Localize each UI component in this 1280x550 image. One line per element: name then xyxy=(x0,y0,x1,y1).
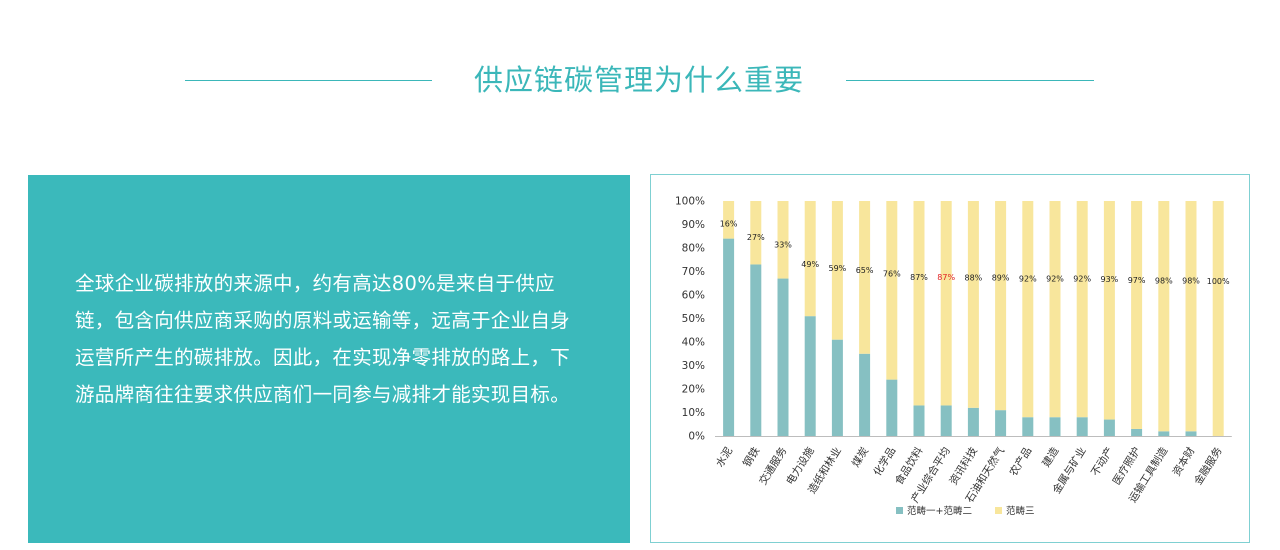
bar-scope12 xyxy=(750,264,762,436)
bar-scope3 xyxy=(1076,201,1088,418)
x-tick-label: 煤炭 xyxy=(849,444,871,469)
bar-scope3 xyxy=(723,201,735,239)
y-tick-label: 20% xyxy=(682,384,705,396)
info-paragraph: 全球企业碳排放的来源中，约有高达80%是来自于供应链，包含向供应商采购的原料或运… xyxy=(75,272,571,406)
y-tick-label: 60% xyxy=(682,290,705,302)
data-label: 49% xyxy=(801,260,819,269)
stacked-bar-chart: 0% 10% 20% 30% 40% 50% 60% 70% 80% 90% 100% 16% 水泥 27… xyxy=(675,196,1232,517)
bar-scope12 xyxy=(1185,431,1197,436)
bar-scope12 xyxy=(1103,419,1115,436)
bar-scope12 xyxy=(886,379,898,436)
bar-scope3 xyxy=(777,201,789,279)
data-label: 88% xyxy=(965,273,983,282)
data-label: 16% xyxy=(720,220,738,229)
legend-swatch xyxy=(995,507,1002,514)
bar-scope12 xyxy=(831,339,843,436)
data-label: 87% xyxy=(937,273,955,282)
bar-scope12 xyxy=(777,278,789,436)
legend-label: 范畴三 xyxy=(1006,505,1035,517)
x-tick-label: 化学品 xyxy=(871,445,899,479)
x-tick-label: 建造 xyxy=(1039,444,1061,469)
bar-scope12 xyxy=(940,405,952,436)
data-label: 92% xyxy=(1046,275,1064,284)
bar-scope3 xyxy=(804,201,816,317)
section-header: 供应链碳管理为什么重要 xyxy=(0,58,1280,102)
bar-scope12 xyxy=(859,353,871,436)
bar-scope12 xyxy=(1076,417,1088,436)
data-label: 76% xyxy=(883,269,901,278)
data-label: 93% xyxy=(1101,275,1119,284)
data-label: 27% xyxy=(747,233,765,242)
data-label: 92% xyxy=(1019,275,1037,284)
bar-scope3 xyxy=(1185,201,1197,432)
bar-scope12 xyxy=(1022,417,1034,436)
data-label: 98% xyxy=(1155,277,1173,286)
bar-scope3 xyxy=(859,201,871,354)
data-label: 97% xyxy=(1128,276,1146,285)
y-tick-label: 70% xyxy=(682,266,705,278)
x-tick-label: 金融服务 xyxy=(1191,444,1225,487)
y-tick-label: 50% xyxy=(682,313,705,325)
data-label: 92% xyxy=(1073,275,1091,284)
y-tick-label: 40% xyxy=(682,337,705,349)
x-tick-label: 不动产 xyxy=(1088,445,1116,479)
bar-scope3 xyxy=(1022,201,1034,418)
y-tick-label: 80% xyxy=(682,243,705,255)
legend-label: 范畴一+范畴二 xyxy=(907,505,972,517)
bar-scope12 xyxy=(1131,428,1143,436)
data-label: 89% xyxy=(992,274,1010,283)
bar-scope3 xyxy=(886,201,898,380)
data-label: 65% xyxy=(856,266,874,275)
data-label: 98% xyxy=(1182,277,1200,286)
y-tick-label: 10% xyxy=(682,407,705,419)
bar-scope3 xyxy=(1158,201,1170,432)
title-divider-left xyxy=(185,80,432,81)
bar-scope12 xyxy=(1049,417,1061,436)
bar-scope3 xyxy=(995,201,1007,411)
y-tick-label: 30% xyxy=(682,360,705,372)
y-tick-label: 100% xyxy=(675,196,705,208)
x-tick-label: 资本财 xyxy=(1170,445,1198,479)
data-label: 59% xyxy=(829,264,847,273)
bar-scope12 xyxy=(995,410,1007,436)
y-tick-label: 90% xyxy=(682,219,705,231)
bar-scope3 xyxy=(1103,201,1115,420)
x-tick-label: 水泥 xyxy=(713,444,735,469)
bar-scope12 xyxy=(804,316,816,436)
bar-scope12 xyxy=(967,407,979,436)
bar-scope3 xyxy=(967,201,979,408)
bar-scope3 xyxy=(913,201,925,406)
bar-scope3 xyxy=(1212,201,1224,436)
data-label: 100% xyxy=(1207,277,1230,286)
title-divider-right xyxy=(846,80,1094,81)
section-title: 供应链碳管理为什么重要 xyxy=(473,63,804,97)
x-tick-label: 农产品 xyxy=(1007,445,1035,479)
bar-scope3 xyxy=(1049,201,1061,418)
data-label: 33% xyxy=(774,240,792,249)
chart-container: 0% 10% 20% 30% 40% 50% 60% 70% 80% 90% 100% 16% 水泥 27… xyxy=(650,174,1250,543)
bar-scope3 xyxy=(750,201,762,265)
bar-scope3 xyxy=(831,201,843,340)
legend-swatch xyxy=(896,507,903,514)
data-label: 87% xyxy=(910,273,928,282)
x-tick-label: 钢铁 xyxy=(740,444,762,469)
info-panel: 全球企业碳排放的来源中，约有高达80%是来自于供应链，包含向供应商采购的原料或运… xyxy=(28,175,630,543)
bar-scope12 xyxy=(723,238,735,436)
bar-scope3 xyxy=(1131,201,1143,429)
y-tick-label: 0% xyxy=(688,431,705,443)
bar-scope12 xyxy=(913,405,925,436)
bar-scope3 xyxy=(940,201,952,406)
bar-scope12 xyxy=(1158,431,1170,436)
